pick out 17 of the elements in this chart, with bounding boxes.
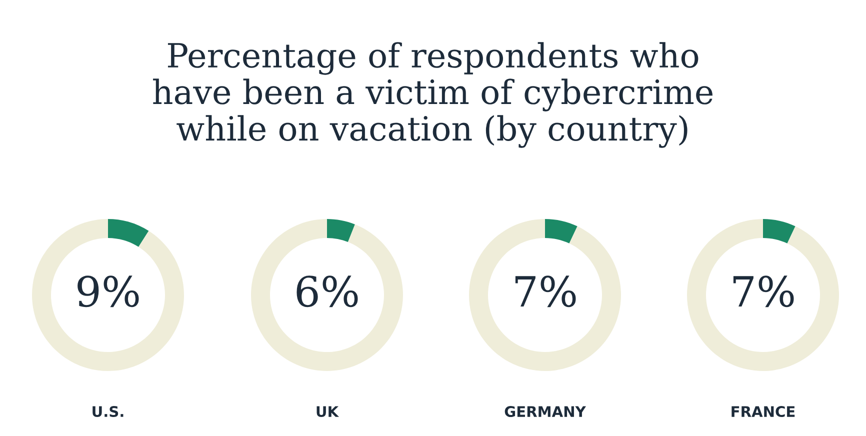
text: UK [316,406,340,418]
data-label: 9% [78,276,139,308]
donut-slice [327,219,355,242]
donut-slice [469,219,621,371]
text: FRANCE [732,406,795,418]
donut-slice [32,219,184,371]
donut-slice [251,219,403,371]
text: GERMANY [504,406,586,418]
donut-slice [545,219,578,244]
text: Percentage of respondents who have been a victim of cybercrime while on vacation (by country) [153,42,713,148]
data-label: 6% [296,276,358,308]
donut-slice [687,219,839,371]
data-label: 7% [733,276,794,308]
text: U.S. [92,406,124,418]
donut-slice [763,219,796,244]
donut-slice [108,219,149,247]
data-label: 7% [515,276,576,308]
